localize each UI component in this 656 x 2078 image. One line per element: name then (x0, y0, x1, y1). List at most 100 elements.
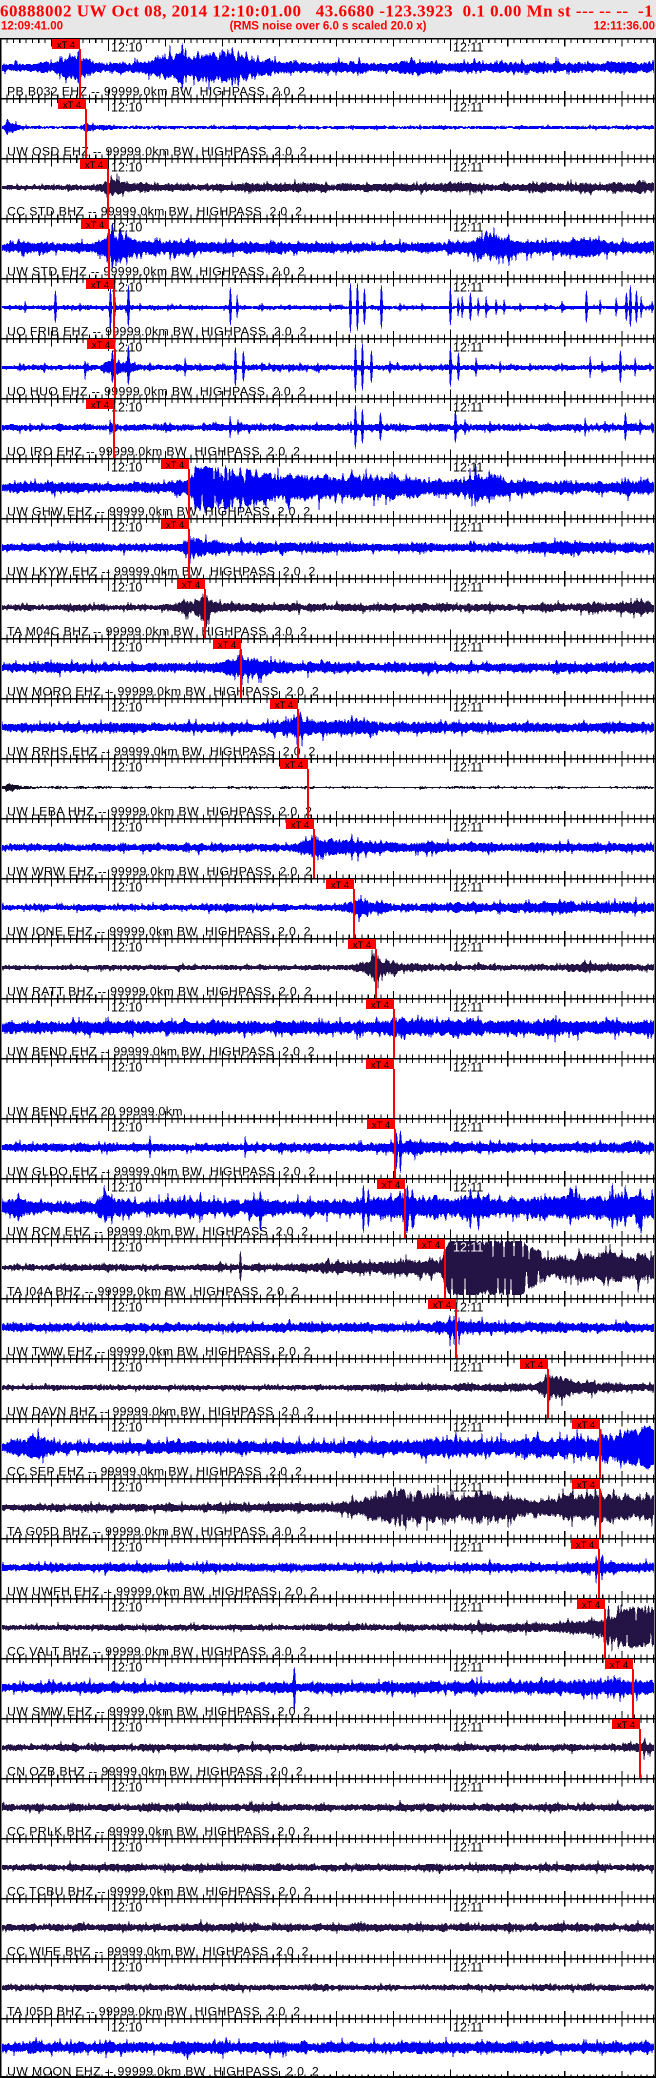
svg-text:12:10: 12:10 (111, 881, 142, 895)
svg-text:12:11: 12:11 (453, 1121, 483, 1135)
svg-text:12:10: 12:10 (111, 1001, 142, 1015)
svg-text:UW MORO EHZ -- 99999.0km BW H: UW MORO EHZ -- 99999.0km BW HIGHPASS 2.0… (7, 685, 319, 699)
svg-text:UO IRO EHZ -- 99999.0km BW HI: UO IRO EHZ -- 99999.0km BW HIGHPASS 2.0 … (7, 445, 300, 459)
svg-text:xT 4: xT 4 (525, 1360, 543, 1371)
svg-text:12:10: 12:10 (111, 281, 142, 295)
svg-text:TA G05D BHZ -- 99999.0km BW H: TA G05D BHZ -- 99999.0km BW HIGHPASS 2.0… (7, 1525, 307, 1539)
svg-text:CC WIFE BHZ -- 99999.0km BW H: CC WIFE BHZ -- 99999.0km BW HIGHPASS 2.0… (7, 1945, 309, 1959)
svg-text:TA M04C BHZ -- 99999.0km BW H: TA M04C BHZ -- 99999.0km BW HIGHPASS 2.0… (7, 625, 307, 639)
svg-text:CC SEP EHZ -- 99999.0km BW HI: CC SEP EHZ -- 99999.0km BW HIGHPASS 2.0 … (7, 1465, 302, 1479)
svg-text:UW IONE EHZ -- 99999.0km BW H: UW IONE EHZ -- 99999.0km BW HIGHPASS 2.0… (7, 925, 311, 939)
svg-text:xT 4: xT 4 (92, 340, 110, 351)
svg-text:UW OSD EHZ -- 99999.0km BW HI: UW OSD EHZ -- 99999.0km BW HIGHPASS 2.0 … (7, 145, 307, 159)
svg-text:UW BEND EHZ 20 99999.0km: UW BEND EHZ 20 99999.0km (7, 1105, 183, 1119)
svg-text:xT 4: xT 4 (218, 640, 236, 651)
svg-text:12:10: 12:10 (111, 701, 142, 715)
svg-text:UW WRW EHZ -- 99999.0km BW HI: UW WRW EHZ -- 99999.0km BW HIGHPASS 2.0 … (7, 865, 312, 879)
svg-text:12:11: 12:11 (453, 1301, 483, 1315)
svg-text:xT 4: xT 4 (63, 100, 81, 111)
svg-text:CC STD BHZ -- 99999.0km BW HI: CC STD BHZ -- 99999.0km BW HIGHPASS 2.0 … (7, 205, 302, 219)
svg-text:60888002 UW Oct 08, 2014 12:10: 60888002 UW Oct 08, 2014 12:10:01.00 43.… (0, 2, 653, 21)
svg-text:UO HUO EHZ -- 99999.0km BW HI: UO HUO EHZ -- 99999.0km BW HIGHPASS 2.0 … (7, 385, 306, 399)
svg-text:12:11: 12:11 (453, 1061, 483, 1075)
svg-text:12:11: 12:11 (453, 341, 483, 355)
svg-text:12:10: 12:10 (111, 341, 142, 355)
svg-text:12:11: 12:11 (453, 41, 483, 55)
svg-text:12:10: 12:10 (111, 1181, 142, 1195)
svg-text:12:10: 12:10 (111, 1841, 142, 1855)
svg-text:12:10: 12:10 (111, 761, 142, 775)
svg-text:CN OZB BHZ -- 99999.0km BW HI: CN OZB BHZ -- 99999.0km BW HIGHPASS 2.0 … (7, 1765, 303, 1779)
svg-text:xT 4: xT 4 (576, 1540, 594, 1551)
svg-text:xT 4: xT 4 (577, 1420, 595, 1431)
svg-text:xT 4: xT 4 (433, 1300, 451, 1311)
svg-text:12:11: 12:11 (453, 461, 483, 475)
svg-text:UW LKYW EHZ -- 99999.0km BW H: UW LKYW EHZ -- 99999.0km BW HIGHPASS 2.0… (7, 565, 316, 579)
svg-text:12:10: 12:10 (111, 1541, 142, 1555)
svg-text:12:10: 12:10 (111, 1241, 142, 1255)
svg-text:12:11: 12:11 (453, 521, 483, 535)
svg-text:12:10: 12:10 (111, 1361, 142, 1375)
svg-text:12:10: 12:10 (111, 821, 142, 835)
svg-text:UW RCM EHZ -- 99999.0km BW HI: UW RCM EHZ -- 99999.0km BW HIGHPASS 2.0 … (7, 1225, 308, 1239)
svg-text:12:10: 12:10 (111, 461, 142, 475)
svg-text:12:11: 12:11 (453, 401, 483, 415)
svg-text:12:10: 12:10 (111, 941, 142, 955)
svg-text:12:11:36.00: 12:11:36.00 (594, 21, 655, 33)
svg-text:12:11: 12:11 (453, 1661, 483, 1675)
svg-text:12:10: 12:10 (111, 1421, 142, 1435)
svg-text:xT 4: xT 4 (371, 1000, 389, 1011)
svg-text:12:11: 12:11 (453, 1361, 483, 1375)
svg-text:12:10: 12:10 (111, 1061, 142, 1075)
svg-text:UW BEND EHZ -- 99999.0km BW H: UW BEND EHZ -- 99999.0km BW HIGHPASS 2.0… (7, 1045, 315, 1059)
svg-text:UW RRHS EHZ -- 99999.0km BW H: UW RRHS EHZ -- 99999.0km BW HIGHPASS 2.0… (7, 745, 316, 759)
svg-text:12:11: 12:11 (453, 1601, 483, 1615)
svg-text:CC TCBU BHZ -- 99999.0km BW H: CC TCBU BHZ -- 99999.0km BW HIGHPASS 2.0… (7, 1885, 311, 1899)
svg-text:xT 4: xT 4 (91, 280, 109, 291)
svg-text:12:09:41.00: 12:09:41.00 (1, 21, 63, 33)
svg-text:12:10: 12:10 (111, 581, 142, 595)
svg-text:xT 4: xT 4 (382, 1180, 400, 1191)
svg-text:UW MOON EHZ -- 99999.0km BW H: UW MOON EHZ -- 99999.0km BW HIGHPASS 2.0… (7, 2065, 319, 2078)
svg-text:12:11: 12:11 (453, 281, 483, 295)
svg-text:UO FRIB EHZ -- 99999.0km BW H: UO FRIB EHZ -- 99999.0km BW HIGHPASS 2.0… (7, 325, 307, 339)
svg-text:12:11: 12:11 (453, 1181, 483, 1195)
svg-text:12:11: 12:11 (453, 641, 483, 655)
svg-text:CC VALT BHZ -- 99999.0km BW H: CC VALT BHZ -- 99999.0km BW HIGHPASS 2.0… (7, 1645, 307, 1659)
svg-text:xT 4: xT 4 (331, 880, 349, 891)
svg-text:12:11: 12:11 (453, 1781, 483, 1795)
svg-text:12:11: 12:11 (453, 761, 483, 775)
svg-text:UW RATT BHZ -- 99999.0km BW H: UW RATT BHZ -- 99999.0km BW HIGHPASS 2.0… (7, 985, 312, 999)
svg-text:12:10: 12:10 (111, 1481, 142, 1495)
svg-text:12:10: 12:10 (111, 2021, 142, 2035)
svg-text:12:10: 12:10 (111, 1661, 142, 1675)
svg-text:xT 4: xT 4 (182, 580, 200, 591)
svg-text:12:11: 12:11 (453, 1001, 483, 1015)
svg-text:UW SMW EHZ -- 99999.0km BW HI: UW SMW EHZ -- 99999.0km BW HIGHPASS 2.0 … (7, 1705, 311, 1719)
svg-text:xT 4: xT 4 (291, 820, 309, 831)
svg-text:12:11: 12:11 (453, 1901, 483, 1915)
svg-text:12:10: 12:10 (111, 1901, 142, 1915)
svg-text:12:10: 12:10 (111, 641, 142, 655)
svg-text:12:10: 12:10 (111, 1961, 142, 1975)
svg-text:12:10: 12:10 (111, 1121, 142, 1135)
svg-text:12:11: 12:11 (453, 101, 483, 115)
svg-text:12:11: 12:11 (453, 701, 483, 715)
svg-text:UW GHW EHZ -- 99999.0km BW HI: UW GHW EHZ -- 99999.0km BW HIGHPASS 2.0 … (7, 505, 311, 519)
svg-text:xT 4: xT 4 (617, 1720, 635, 1731)
svg-text:xT 4: xT 4 (275, 700, 293, 711)
svg-text:UW UWFH EHZ -- 99999.0km BW H: UW UWFH EHZ -- 99999.0km BW HIGHPASS 2.0… (7, 1585, 318, 1599)
svg-text:PB B032 EHZ -- 99999.0km BW H: PB B032 EHZ -- 99999.0km BW HIGHPASS 2.0… (7, 85, 305, 99)
svg-text:12:11: 12:11 (453, 581, 483, 595)
svg-text:xT 4: xT 4 (166, 460, 184, 471)
svg-text:UW TWW EHZ -- 99999.0km BW HI: UW TWW EHZ -- 99999.0km BW HIGHPASS 2.0 … (7, 1345, 311, 1359)
svg-text:xT 4: xT 4 (577, 1480, 595, 1491)
svg-text:12:10: 12:10 (111, 1721, 142, 1735)
svg-text:12:11: 12:11 (453, 221, 483, 235)
svg-text:xT 4: xT 4 (422, 1240, 440, 1251)
svg-text:xT 4: xT 4 (91, 400, 109, 411)
svg-text:12:11: 12:11 (453, 161, 483, 175)
svg-text:xT 4: xT 4 (86, 220, 104, 231)
svg-text:xT 4: xT 4 (372, 1120, 390, 1131)
svg-text:UW DAVN BHZ -- 99999.0km BW H: UW DAVN BHZ -- 99999.0km BW HIGHPASS 2.0… (7, 1405, 314, 1419)
